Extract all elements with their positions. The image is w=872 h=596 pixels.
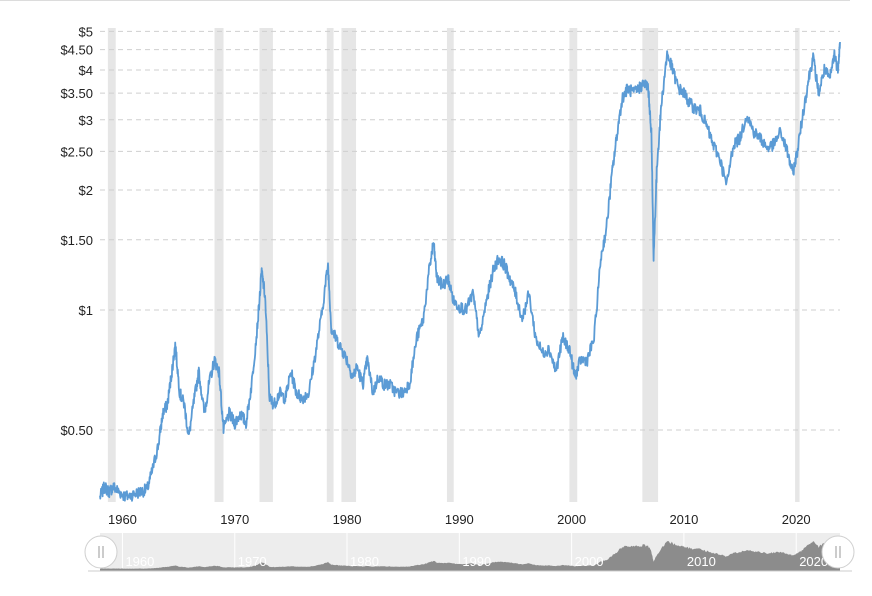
y-tick-label: $1 bbox=[79, 303, 93, 318]
navigator-labels: 1960 1970 1980 1990 2000 2010 2020 bbox=[125, 554, 828, 569]
y-tick-label: $0.50 bbox=[60, 423, 93, 438]
recession-band bbox=[569, 28, 578, 502]
y-tick-label: $3 bbox=[79, 113, 93, 128]
recession-band bbox=[326, 28, 334, 502]
navigator-label: 1980 bbox=[350, 554, 379, 569]
x-tick-label: 1960 bbox=[108, 512, 137, 527]
navigator-label: 2010 bbox=[687, 554, 716, 569]
recession-band bbox=[341, 28, 357, 502]
y-tick-label: $2 bbox=[79, 183, 93, 198]
x-tick-label: 1990 bbox=[445, 512, 474, 527]
navigator-label: 1990 bbox=[462, 554, 491, 569]
recession-band bbox=[446, 28, 454, 502]
recession-band bbox=[214, 28, 224, 502]
x-tick-label: 2010 bbox=[669, 512, 698, 527]
price-series-line bbox=[99, 41, 841, 502]
top-border bbox=[0, 0, 850, 1]
recession-band bbox=[107, 28, 116, 502]
y-tick-label: $3.50 bbox=[60, 86, 93, 101]
x-axis-ticks: 1960 1970 1980 1990 2000 2010 2020 bbox=[108, 512, 811, 527]
navigator-left-handle[interactable] bbox=[84, 535, 118, 569]
x-tick-label: 1980 bbox=[333, 512, 362, 527]
y-tick-label: $4 bbox=[79, 63, 93, 78]
recession-bands bbox=[107, 28, 800, 502]
navigator-right-handle[interactable] bbox=[821, 535, 855, 569]
x-tick-label: 2020 bbox=[782, 512, 811, 527]
navigator-label: 1960 bbox=[125, 554, 154, 569]
recession-band bbox=[642, 28, 659, 502]
y-axis-ticks: $5 $4.50 $4 $3.50 $3 $2.50 $2 $1.50 $1 $0.50 bbox=[60, 24, 93, 438]
navigator-label: 1970 bbox=[238, 554, 267, 569]
recession-band bbox=[259, 28, 273, 502]
navigator-label: 2000 bbox=[575, 554, 604, 569]
y-tick-label: $4.50 bbox=[60, 43, 93, 58]
y-tick-label: $2.50 bbox=[60, 144, 93, 159]
gridlines bbox=[100, 30, 840, 431]
navigator-area bbox=[100, 538, 840, 571]
x-tick-label: 1970 bbox=[220, 512, 249, 527]
y-tick-label: $5 bbox=[79, 24, 93, 39]
recession-band bbox=[795, 28, 800, 502]
range-navigator[interactable]: 1960 1970 1980 1990 2000 2010 2020 bbox=[84, 533, 855, 572]
x-tick-label: 2000 bbox=[557, 512, 586, 527]
y-tick-label: $1.50 bbox=[60, 233, 93, 248]
navigator-label: 2020 bbox=[799, 554, 828, 569]
